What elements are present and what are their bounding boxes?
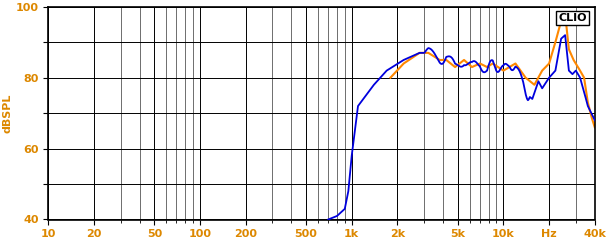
Y-axis label: dBSPL: dBSPL xyxy=(3,93,13,133)
Text: CLIO: CLIO xyxy=(558,13,586,23)
